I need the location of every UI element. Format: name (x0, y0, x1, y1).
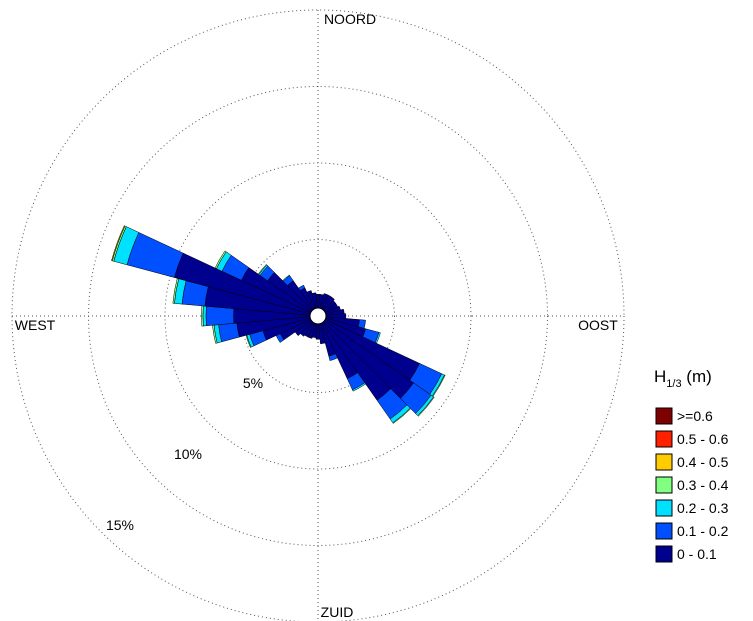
legend-label: 0 - 0.1 (677, 546, 717, 562)
grid-ring-1 (241, 239, 395, 393)
sector-300-0_3_0_4 (214, 250, 227, 269)
sector-270-0_1_0_2 (205, 305, 235, 327)
direction-labels: NOORD OOST ZUID WEST 5% 10% 15% (15, 11, 619, 620)
legend-swatch (655, 430, 673, 448)
legend-swatch (655, 545, 673, 563)
sector-270-0_2_0_3 (202, 305, 207, 327)
sector-310-0_3_0_4 (257, 264, 268, 275)
sector-130-0_3_0_4 (417, 396, 435, 417)
sector-140-0_3_0_4 (392, 407, 412, 424)
direction-label-south: ZUID (321, 604, 354, 620)
legend-swatch (655, 453, 673, 471)
center-hole (309, 307, 327, 325)
direction-label-east: OOST (578, 317, 618, 333)
sectors-layer (111, 225, 446, 424)
legend-swatch (655, 407, 673, 425)
legend-label: 0.4 - 0.5 (677, 454, 729, 470)
sector-330-0_1_0_2 (298, 284, 306, 291)
ring-label-10: 10% (174, 446, 202, 462)
legend-title-unit: (m) (682, 367, 712, 386)
legend-label: 0.5 - 0.6 (677, 431, 729, 447)
sector-150-0_2_0_3 (352, 382, 366, 392)
legend-swatch (655, 476, 673, 494)
legend-swatch (655, 499, 673, 517)
legend: H1/3 (m) >=0.6 0.5 - 0.6 0.4 - 0.5 0.3 - 0.… (654, 367, 729, 563)
sector-320-0_2_0_3 (282, 274, 291, 282)
legend-title: H1/3 (m) (654, 367, 712, 390)
legend-title-sub: 1/3 (666, 378, 681, 390)
legend-label: 0.2 - 0.3 (677, 500, 729, 516)
ring-label-5: 5% (243, 375, 263, 391)
sector-260-0_1_0_2 (218, 322, 240, 343)
ring-label-15: 15% (106, 517, 134, 533)
legend-label: 0.1 - 0.2 (677, 523, 729, 539)
direction-label-west: WEST (15, 317, 56, 333)
legend-title-main: H (654, 367, 666, 386)
legend-label: 0.3 - 0.4 (677, 477, 729, 493)
legend-swatch (655, 522, 673, 540)
direction-label-north: NOORD (324, 11, 376, 27)
sector-160-0_1_0_2 (328, 353, 338, 361)
sector-270-0_3_0_4 (201, 305, 204, 327)
legend-label: >=0.6 (677, 408, 713, 424)
sector-290-0_4_0_5 (111, 225, 126, 262)
polar-grid (11, 9, 625, 621)
